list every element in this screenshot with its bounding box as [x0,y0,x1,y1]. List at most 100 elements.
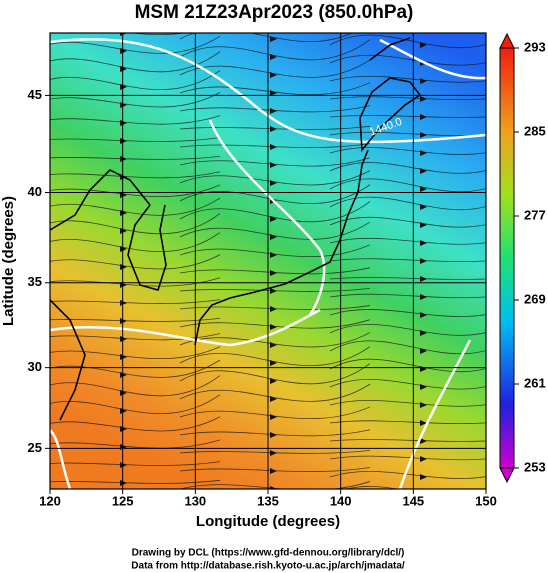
streamline-arrow [420,150,427,156]
streamline-arrow [120,192,127,198]
colorbar-max-arrow [499,32,515,49]
colorbar-tick-label: 277 [524,207,546,222]
coastline [194,149,369,346]
streamline-arrow [120,138,127,144]
isoline [50,38,486,144]
colorbar-bar [499,47,515,469]
chart-title: MSM 21Z23Apr2023 (850.0hPa) [135,2,414,23]
streamline-arrow [120,372,127,378]
streamline-arrow [270,432,277,438]
isoline [398,339,472,489]
streamline-arrow [420,348,427,354]
streamline-arrow [270,324,277,330]
streamline-arrow [270,72,277,78]
streamline-arrow [120,246,127,252]
streamline-arrow [420,114,427,120]
isoline [379,38,486,80]
map-area: 1440.0 [50,33,486,489]
streamline-arrow [420,78,427,84]
streamline-arrow [420,186,427,192]
colorbar: 253 261 269 277 285 293 [499,32,546,484]
x-tick-label: 130 [184,493,206,508]
streamline-arrow [270,360,277,366]
streamline-arrow [420,474,427,480]
streamline-arrow [120,390,127,396]
coastline [369,37,411,61]
streamline-arrow [120,354,127,360]
streamline-arrow [420,42,427,48]
streamline-arrow [120,264,127,270]
streamline-arrow [270,306,277,312]
streamline-arrow [120,336,127,342]
streamline-arrow [120,228,127,234]
colorbar-min-arrow [499,467,515,484]
streamline-arrow [270,90,277,96]
isoline [208,119,326,316]
streamline-arrow [270,180,277,186]
streamline-arrow [120,300,127,306]
streamline-arrow [420,276,427,282]
streamline-arrow [270,468,277,474]
x-tick-label: 125 [112,493,134,508]
streamline-arrow [120,462,127,468]
streamline-arrow [420,96,427,102]
streamline-arrow [120,120,127,126]
streamline [345,486,400,489]
y-tick-label: 25 [28,440,42,455]
streamline-arrow [120,480,127,486]
x-tick-label: 150 [475,493,497,508]
streamline-arrow [120,408,127,414]
coastline [359,77,422,153]
streamline-arrow [270,486,277,489]
streamline-arrow [420,204,427,210]
streamline-arrow [270,270,277,276]
y-tick-label: 30 [28,359,42,374]
axes: 120 125 130 135 140 145 150 25 30 35 40 45 [28,87,497,509]
streamline-arrow [120,282,127,288]
streamline-arrow [420,294,427,300]
streamline-arrow [270,216,277,222]
colorbar-tick-label: 285 [524,123,546,138]
streamline-arrow [270,252,277,258]
streamline-arrow [420,456,427,462]
streamline-arrow [270,162,277,168]
streamline-arrow [120,66,127,72]
y-tick-label: 35 [28,274,42,289]
x-tick-label: 140 [330,493,352,508]
streamline-arrow [270,378,277,384]
x-tick-label: 120 [39,493,61,508]
streamline-arrow [420,222,427,228]
y-tick-label: 45 [28,87,42,102]
streamline-arrow [270,342,277,348]
x-tick-label: 145 [402,493,424,508]
colorbar-tick-label: 269 [524,291,546,306]
isoline [50,429,72,489]
streamline-arrow [420,312,427,318]
streamline-arrow [270,288,277,294]
streamline-arrow [420,384,427,390]
streamline-arrow [120,102,127,108]
coastline [50,299,86,421]
colorbar-tick-label: 293 [524,39,546,54]
credit: Drawing by DCL (https://www.gfd-dennou.o… [132,548,405,559]
streamline-arrow [420,438,427,444]
streamline-arrow [120,48,127,54]
y-tick-label: 40 [28,184,42,199]
graticule [50,33,486,489]
streamline-arrow [270,144,277,150]
coastline [50,169,151,231]
streamline-arrow [120,84,127,90]
streamline-arrow [420,132,427,138]
x-axis-title: Longitude (degrees) [196,513,340,530]
colorbar-tick-label: 253 [524,459,546,474]
streamlines [50,33,486,489]
streamline-arrow [120,426,127,432]
x-tick-label: 135 [257,493,279,508]
streamline-arrow [270,414,277,420]
streamline-arrow [120,156,127,162]
streamline-arrow [420,402,427,408]
streamline-arrow [120,33,127,36]
coastline [127,204,167,291]
credit: Data from http://database.rish.kyoto-u.a… [131,561,405,572]
